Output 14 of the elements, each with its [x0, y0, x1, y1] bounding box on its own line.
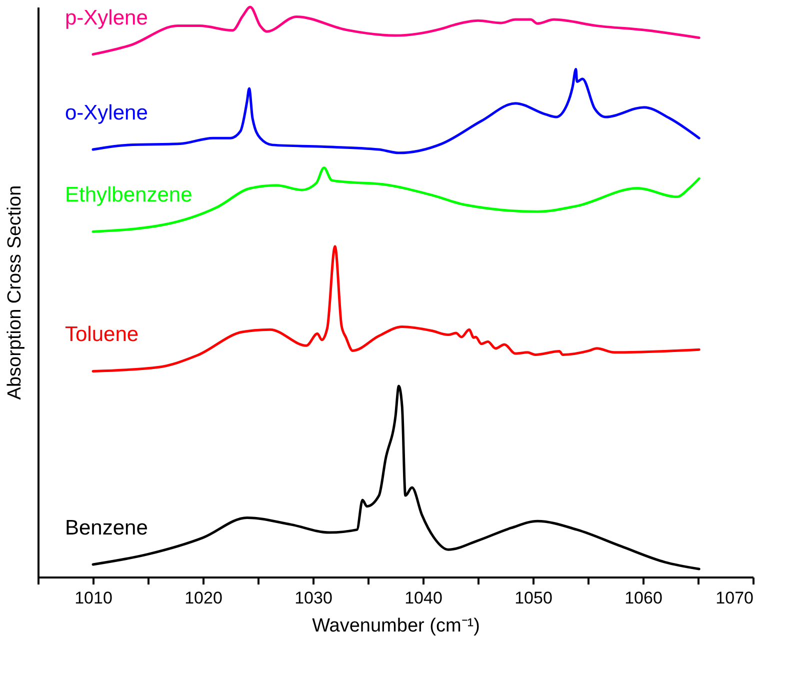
x-tick-label: 1010: [74, 588, 112, 608]
x-tick-label: 1040: [404, 588, 442, 608]
x-tick-label: 1050: [514, 588, 552, 608]
series-label: o-Xylene: [65, 102, 148, 124]
x-axis-title: Wavenumber (cm⁻¹): [312, 616, 480, 636]
x-tick-label: 1060: [624, 588, 662, 608]
x-tick-label: 1020: [184, 588, 222, 608]
series-label: Ethylbenzene: [65, 184, 192, 207]
series-label: p-Xylene: [65, 6, 148, 30]
y-axis-title: Absorption Cross Section: [4, 185, 26, 400]
x-tick-label: 1070: [716, 588, 754, 608]
x-tick-label: 1030: [294, 588, 332, 608]
series-label: Benzene: [65, 516, 148, 540]
series-label: Toluene: [65, 323, 139, 346]
